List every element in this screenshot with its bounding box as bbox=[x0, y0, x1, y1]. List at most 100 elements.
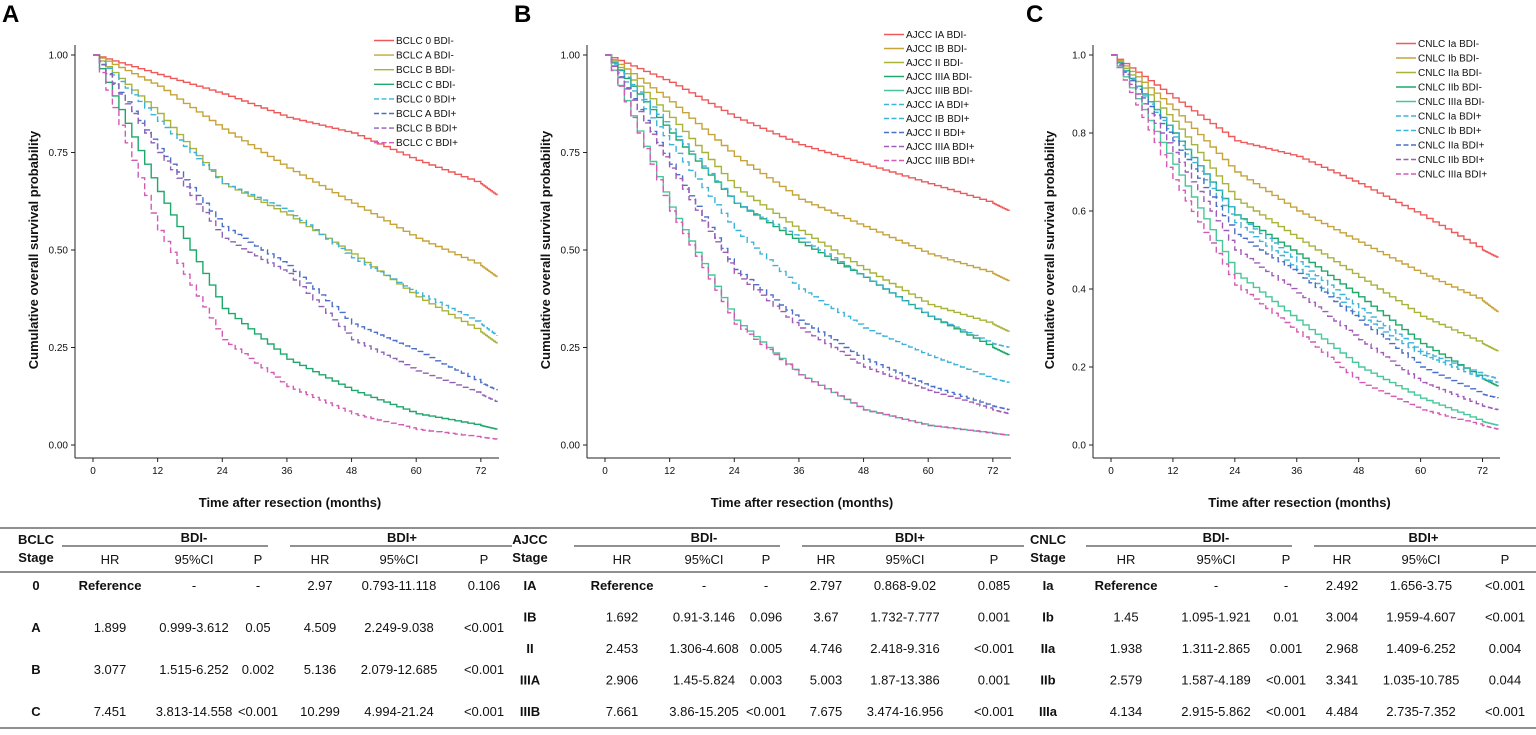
y-axis-title: Cumulative overall survival probability bbox=[26, 130, 41, 369]
stage-header: BCLC bbox=[18, 532, 55, 547]
km-curve bbox=[1111, 54, 1499, 430]
table-cell: 1.899 bbox=[94, 620, 127, 635]
y-tick-label: 0.0 bbox=[1072, 441, 1086, 452]
stage-header: CNLC bbox=[1030, 532, 1067, 547]
stage-cell: II bbox=[526, 641, 533, 656]
column-header: HR bbox=[817, 552, 836, 567]
table-cell: <0.001 bbox=[1266, 704, 1306, 719]
table-cell: 4.134 bbox=[1110, 704, 1143, 719]
table-cell: 1.732-7.777 bbox=[870, 610, 939, 625]
table-cell: <0.001 bbox=[1266, 673, 1306, 688]
table-cell: 7.675 bbox=[810, 704, 843, 719]
x-tick-label: 48 bbox=[858, 466, 870, 477]
table-cell: 1.587-4.189 bbox=[1181, 673, 1250, 688]
y-tick-label: 0.50 bbox=[561, 246, 581, 257]
column-header: P bbox=[1282, 552, 1291, 567]
table-cell: 0.096 bbox=[750, 610, 783, 625]
legend-label: CNLC IIb BDI- bbox=[1418, 83, 1482, 94]
table-cell: 7.451 bbox=[94, 704, 127, 719]
y-tick-label: 0.75 bbox=[49, 148, 69, 159]
group-header-positive: BDI+ bbox=[387, 530, 417, 545]
table-cell: <0.001 bbox=[1485, 610, 1525, 625]
x-tick-label: 72 bbox=[1477, 466, 1489, 477]
column-header: HR bbox=[1117, 552, 1136, 567]
stage-cell: IIIa bbox=[1039, 704, 1058, 719]
stage-cell: Ib bbox=[1042, 610, 1054, 625]
table-cell: 3.341 bbox=[1326, 673, 1359, 688]
stage-cell: A bbox=[31, 620, 41, 635]
y-tick-label: 1.0 bbox=[1072, 51, 1086, 62]
table-cell: 2.453 bbox=[606, 641, 639, 656]
column-header: HR bbox=[311, 552, 330, 567]
stage-cell: IIIB bbox=[520, 704, 540, 719]
x-tick-label: 0 bbox=[602, 466, 608, 477]
table-cell: 2.079-12.685 bbox=[361, 662, 438, 677]
y-tick-label: 0.00 bbox=[561, 441, 581, 452]
km-curve bbox=[605, 54, 1010, 436]
table-cell: 0.793-11.118 bbox=[362, 578, 437, 593]
table-cell: 2.797 bbox=[810, 578, 843, 593]
table-cell: 1.692 bbox=[606, 610, 639, 625]
column-header: 95%CI bbox=[1401, 552, 1440, 567]
table-cell: 4.484 bbox=[1326, 704, 1359, 719]
y-tick-label: 0.25 bbox=[561, 343, 581, 354]
column-header: P bbox=[254, 552, 263, 567]
legend-label: CNLC Ib BDI+ bbox=[1418, 126, 1482, 137]
table-cell: 4.746 bbox=[810, 641, 843, 656]
table-cell: 0.106 bbox=[468, 578, 501, 593]
legend-label: CNLC IIIa BDI- bbox=[1418, 97, 1485, 108]
column-header: HR bbox=[1333, 552, 1352, 567]
table-cell: 3.474-16.956 bbox=[867, 704, 944, 719]
stage-cell: IIb bbox=[1040, 673, 1055, 688]
legend-label: CNLC Ib BDI- bbox=[1418, 54, 1479, 65]
table-cell: 5.003 bbox=[810, 673, 843, 688]
table-cell: 2.97 bbox=[307, 578, 332, 593]
km-curve bbox=[605, 54, 1010, 282]
x-tick-label: 36 bbox=[793, 466, 805, 477]
table-cell: 3.67 bbox=[813, 610, 838, 625]
x-tick-label: 12 bbox=[1167, 466, 1179, 477]
legend-label: BCLC A BDI+ bbox=[396, 109, 456, 120]
table-cell: <0.001 bbox=[464, 662, 504, 677]
legend-label: AJCC II BDI+ bbox=[906, 128, 966, 139]
group-header-positive: BDI+ bbox=[895, 530, 925, 545]
table-cell: 0.005 bbox=[750, 641, 783, 656]
legend-label: BCLC C BDI- bbox=[396, 80, 455, 91]
km-curve bbox=[93, 54, 498, 391]
table-cell: 1.45-5.824 bbox=[673, 673, 735, 688]
panel-label: A bbox=[2, 1, 19, 28]
table-cell: 0.085 bbox=[978, 578, 1011, 593]
x-tick-label: 0 bbox=[90, 466, 96, 477]
group-header-negative: BDI- bbox=[691, 530, 718, 545]
stage-cell: Ia bbox=[1043, 578, 1055, 593]
panel-label: B bbox=[514, 1, 531, 28]
x-tick-label: 0 bbox=[1108, 466, 1114, 477]
stage-cell: 0 bbox=[32, 578, 39, 593]
km-curve bbox=[93, 54, 498, 440]
table-cell: Reference bbox=[591, 578, 654, 593]
table-cell: - bbox=[702, 578, 706, 593]
x-tick-label: 48 bbox=[1353, 466, 1365, 477]
km-curve bbox=[1111, 54, 1499, 352]
table-cell: <0.001 bbox=[1485, 578, 1525, 593]
table-cell: 4.509 bbox=[304, 620, 337, 635]
km-chart-b: B 0.00 0.25 0.50 0.75 1.00 0 12 24 36 48 60 72 Time a… bbox=[514, 1, 1011, 510]
table-cell: 0.004 bbox=[1489, 641, 1522, 656]
km-chart-a: A 0.00 0.25 0.50 0.75 1.00 0 12 24 36 48 60 72 Time a… bbox=[2, 1, 499, 510]
table-cell: <0.001 bbox=[1485, 704, 1525, 719]
y-tick-label: 0.00 bbox=[49, 441, 69, 452]
column-header: 95%CI bbox=[174, 552, 213, 567]
hr-table-ajcc: AJCC Stage BDI- BDI+ HR 95%CI P HR 95%CI P IA Refer… bbox=[512, 518, 1024, 729]
table-cell: 2.735-7.352 bbox=[1386, 704, 1455, 719]
group-header-negative: BDI- bbox=[1203, 530, 1230, 545]
table-cell: 1.409-6.252 bbox=[1386, 641, 1455, 656]
table-cell: 1.656-3.75 bbox=[1390, 578, 1452, 593]
table-cell: 7.661 bbox=[606, 704, 639, 719]
table-cell: 0.003 bbox=[750, 673, 783, 688]
stage-cell: IIa bbox=[1041, 641, 1056, 656]
y-axis-title: Cumulative overall survival probability bbox=[538, 130, 553, 369]
km-curve bbox=[93, 54, 498, 196]
table-cell: 1.45 bbox=[1113, 610, 1138, 625]
stage-header: Stage bbox=[512, 550, 547, 565]
column-header: 95%CI bbox=[379, 552, 418, 567]
